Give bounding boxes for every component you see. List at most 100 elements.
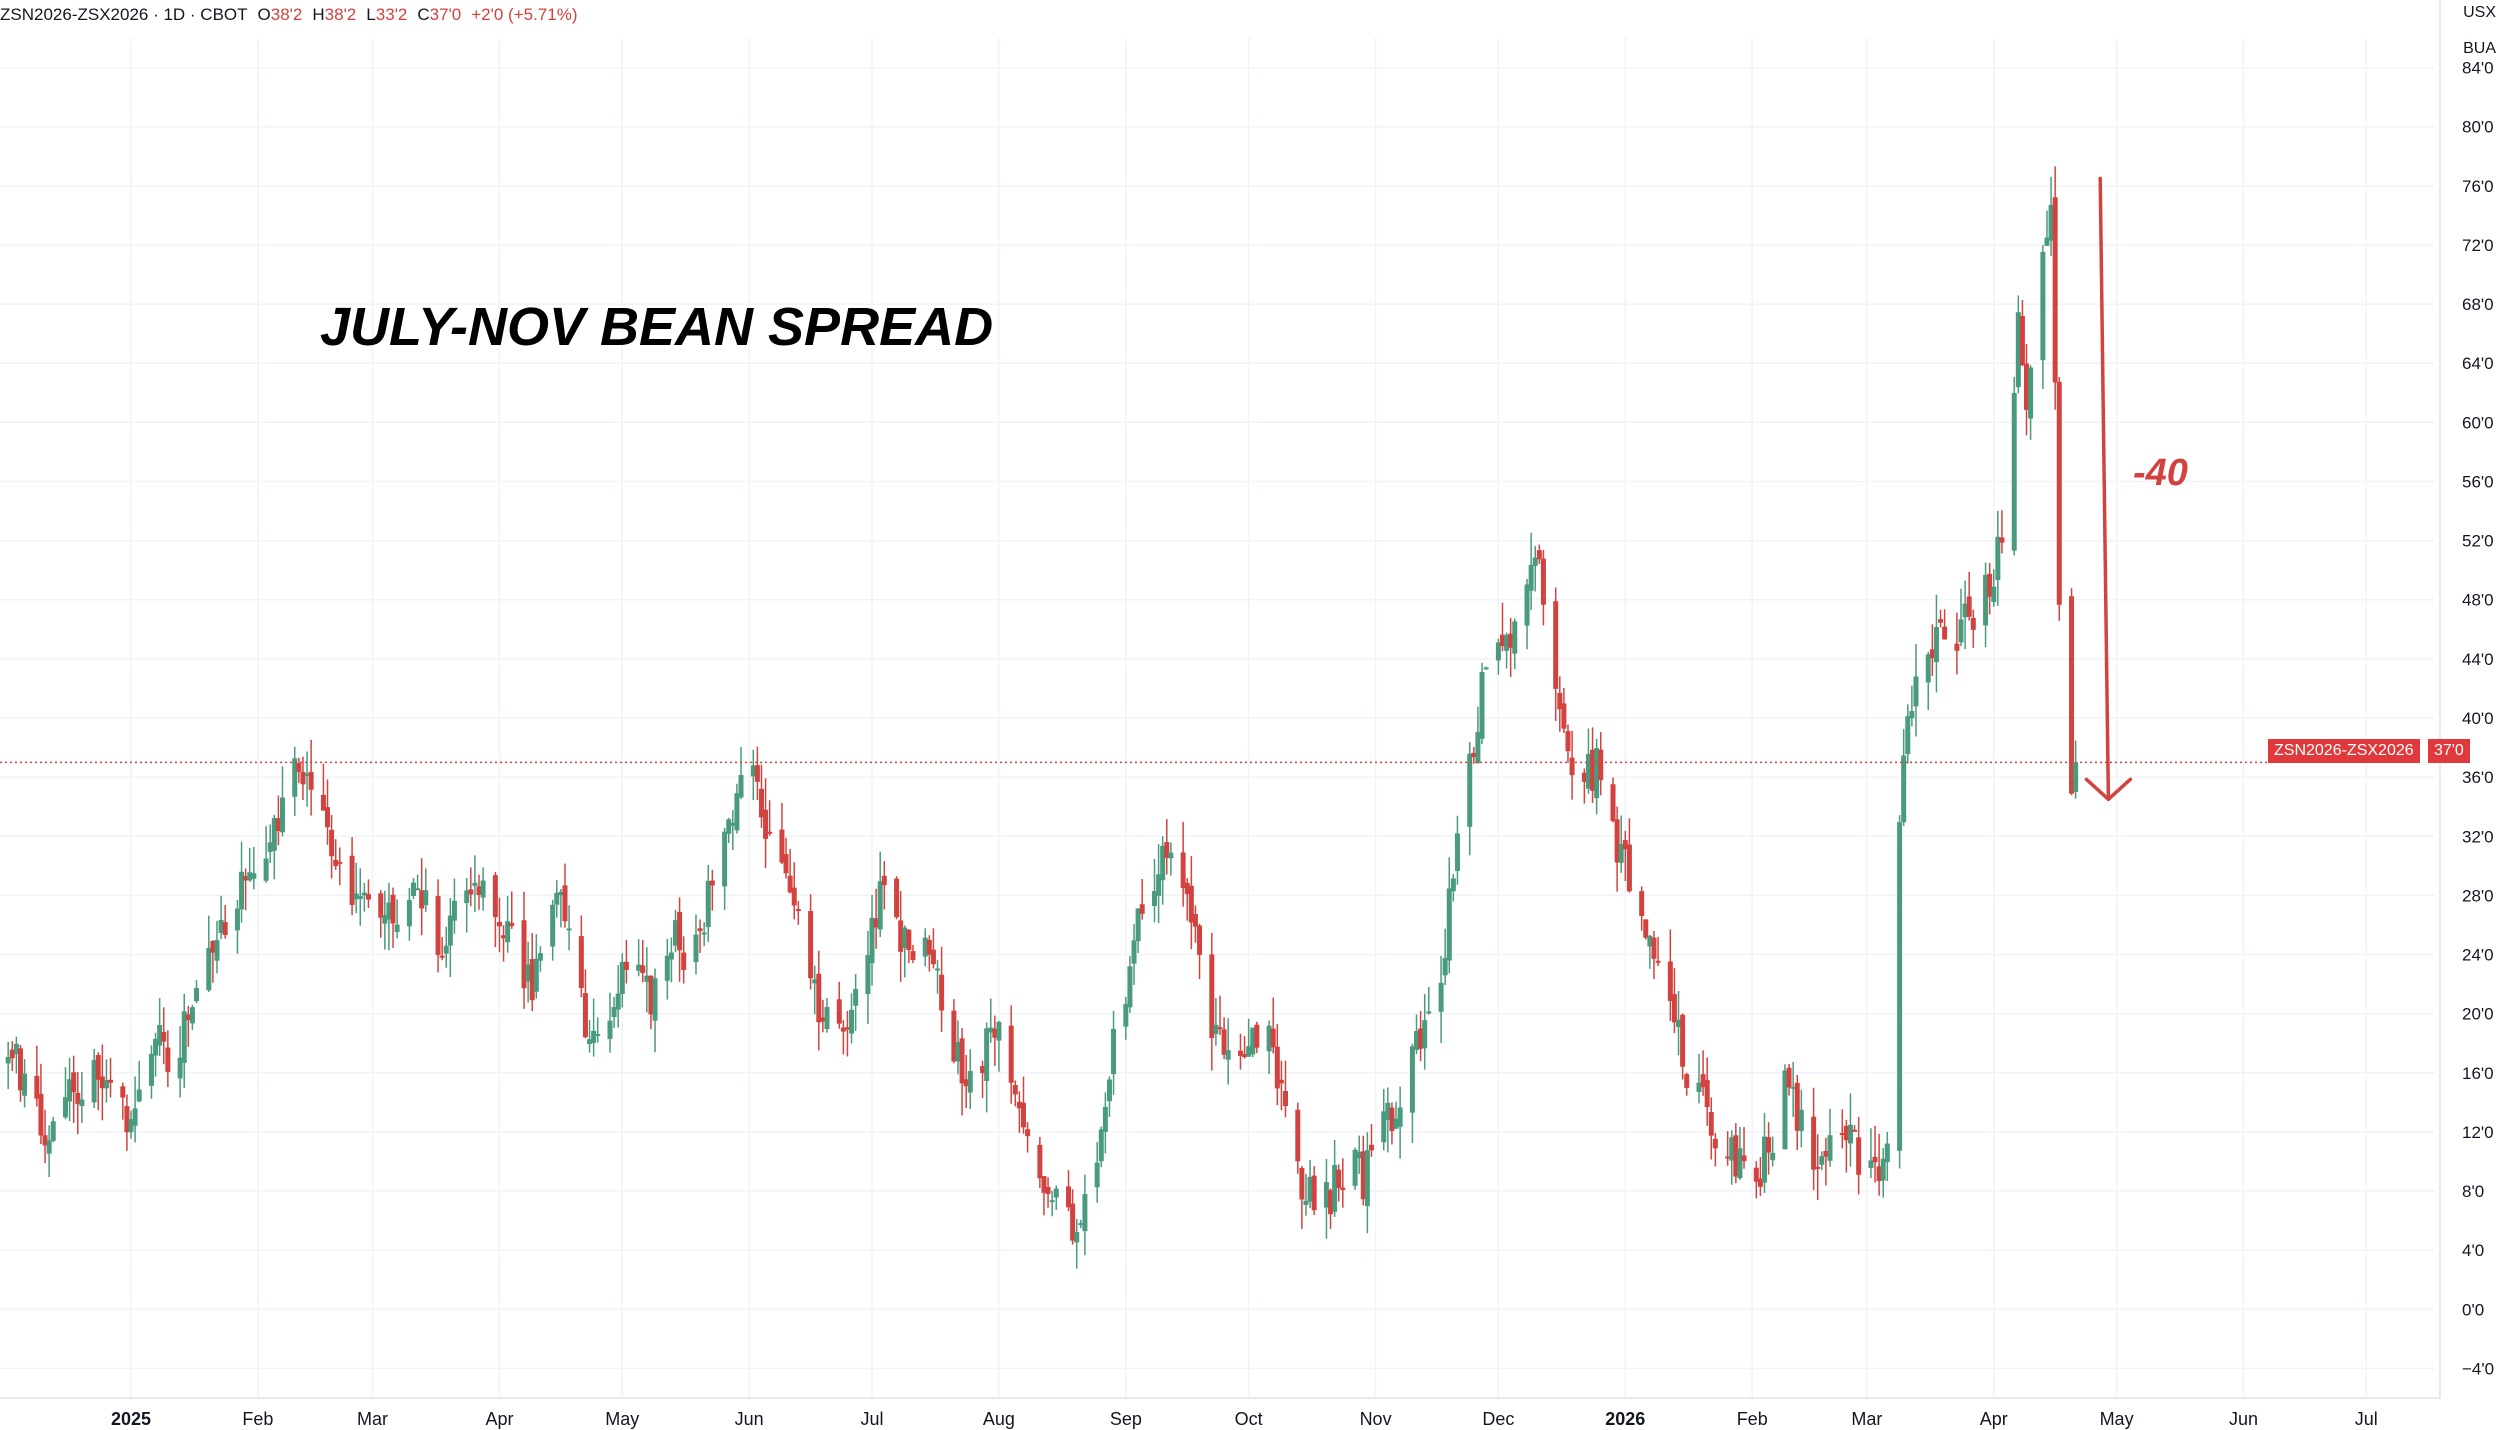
candle-body <box>808 911 814 979</box>
candle-body <box>353 893 359 900</box>
candle-body <box>1332 1164 1338 1212</box>
candle-body <box>1761 1136 1767 1183</box>
candle-body <box>1479 672 1485 739</box>
symbol-name[interactable]: ZSN2026-ZSX2026 · 1D · CBOT <box>0 5 248 24</box>
chart-grid <box>0 38 2435 1398</box>
candle-body <box>1393 1118 1399 1129</box>
candle-body <box>587 1039 593 1045</box>
candle-body <box>185 1014 191 1021</box>
candle-body <box>1389 1107 1395 1131</box>
candle-body <box>1733 1135 1739 1177</box>
candle-body <box>664 955 670 981</box>
quantity-unit[interactable]: BUA <box>2463 40 2496 57</box>
candle-body <box>1729 1137 1735 1161</box>
candle-body <box>984 1028 990 1082</box>
y-tick-label: 64'0 <box>2462 354 2494 373</box>
candle-body <box>1614 819 1620 863</box>
candle-body <box>2040 251 2046 361</box>
candle-body <box>1295 1109 1301 1162</box>
candle-body <box>1712 1138 1718 1149</box>
candle-body <box>349 855 355 905</box>
currency-unit[interactable]: USX <box>2463 4 2496 21</box>
candle-body <box>1323 1182 1329 1208</box>
candle-body <box>1368 1144 1374 1151</box>
candles <box>5 166 2079 1269</box>
candle-body <box>1074 1232 1080 1243</box>
candle-body <box>46 1140 52 1154</box>
x-tick-label: Dec <box>1482 1409 1514 1429</box>
candle-body <box>1504 634 1510 651</box>
candle-body <box>394 924 400 933</box>
x-tick-label: Jul <box>861 1409 884 1429</box>
candle-body <box>472 882 478 886</box>
candle-body <box>791 887 797 906</box>
low-label: L <box>366 5 376 24</box>
candle-body <box>1016 1101 1022 1109</box>
candle-body <box>1913 676 1919 707</box>
candle-body <box>1561 703 1567 729</box>
candle-body <box>1209 954 1215 1039</box>
y-tick-label: 68'0 <box>2462 295 2494 314</box>
candle-body <box>1242 1053 1248 1058</box>
candle-body <box>582 993 588 1038</box>
candle-body <box>1385 1102 1391 1120</box>
candle-body <box>1798 1109 1804 1131</box>
candle-body <box>480 880 486 898</box>
candle-body <box>648 975 654 1015</box>
candle-body <box>1188 885 1194 923</box>
candle-body <box>218 919 224 934</box>
candle-body <box>722 831 728 887</box>
y-tick-label: −4'0 <box>2462 1359 2494 1378</box>
candle-body <box>1213 1024 1219 1034</box>
y-tick-label: 44'0 <box>2462 650 2494 669</box>
candle-body <box>1381 1111 1387 1143</box>
candle-body <box>877 881 883 930</box>
candle-body <box>505 921 511 943</box>
candle-body <box>1528 564 1534 591</box>
candle-body <box>2069 596 2075 794</box>
candle-body <box>1094 1162 1100 1188</box>
candle-body <box>1250 1027 1256 1055</box>
candle-body <box>1757 1178 1763 1187</box>
candle-body <box>443 945 449 954</box>
candle-body <box>1098 1129 1104 1162</box>
symbol-legend[interactable]: ZSN2026-ZSX2026 · 1D · CBOT O 38'2 H 38'2 … <box>0 0 578 30</box>
candle-body <box>451 900 457 921</box>
candle-body <box>533 958 539 992</box>
candle-body <box>1536 550 1542 560</box>
candle-body <box>1856 1137 1862 1175</box>
candle-body <box>2024 363 2030 410</box>
y-tick-label: 36'0 <box>2462 768 2494 787</box>
candle-body <box>840 1027 846 1032</box>
candle-body <box>2052 197 2058 383</box>
candle-body <box>194 988 200 1002</box>
candle-body <box>1651 937 1657 959</box>
candle-body <box>865 955 871 994</box>
candle-body <box>578 936 584 988</box>
candle-body <box>5 1057 11 1064</box>
candle-body <box>922 937 928 957</box>
candle-body <box>939 974 945 1011</box>
candle-body <box>1700 1074 1706 1088</box>
candle-body <box>165 1047 171 1072</box>
candle-body <box>935 968 941 971</box>
candle-body <box>1618 844 1624 863</box>
candle-body <box>1283 1090 1289 1107</box>
candle-body <box>1328 1189 1334 1215</box>
candle-body <box>623 961 629 970</box>
candle-body <box>153 1038 159 1056</box>
y-tick-label: 48'0 <box>2462 591 2494 610</box>
candle-body <box>1876 1166 1882 1182</box>
candle-body <box>1626 844 1632 892</box>
candle-body <box>1041 1176 1047 1193</box>
candle-body <box>812 979 818 984</box>
candle-body <box>279 797 285 833</box>
candle-body <box>210 940 216 953</box>
candle-body <box>607 1020 613 1039</box>
candle-body <box>267 842 273 852</box>
candle-body <box>2028 367 2034 419</box>
candle-body <box>1987 573 1993 597</box>
candle-body <box>1639 891 1645 916</box>
candle-body <box>1426 1011 1432 1014</box>
